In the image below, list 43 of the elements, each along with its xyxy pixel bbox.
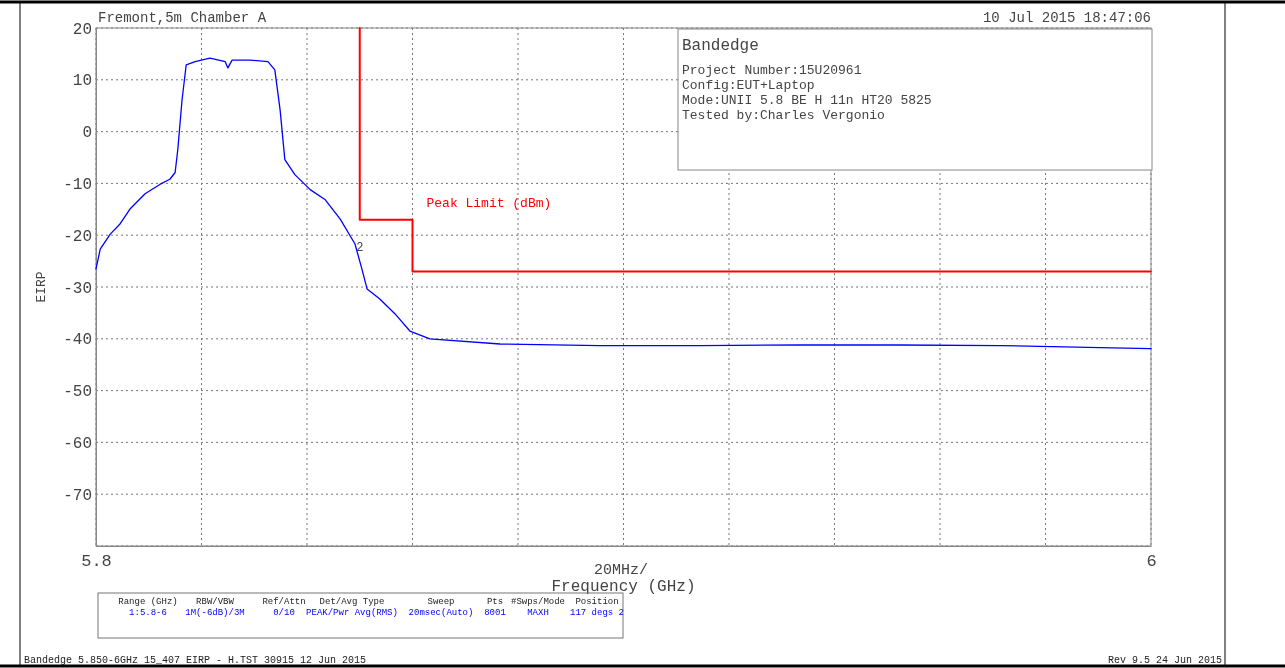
text: 1M(-6dB)/3M <box>185 608 245 618</box>
text: 117 degs 2 <box>569 608 625 618</box>
annotation: Config:EUT+Laptop <box>682 78 815 93</box>
text: 20msec(Auto) <box>408 608 474 618</box>
chart-title: Fremont,5m Chamber A <box>98 10 267 26</box>
annotation: 2 <box>356 240 364 255</box>
y-tick-label: -40 <box>63 331 92 350</box>
text: Rev 9.5 24 Jun 2015 <box>1107 655 1222 666</box>
text: Position <box>575 597 619 607</box>
text: Sweep <box>427 597 455 607</box>
text: MAXH <box>527 608 549 618</box>
series-label: Peak Limit (dBm) <box>426 195 552 211</box>
text: 10 Jul 2015 18:47:06 <box>982 10 1151 26</box>
text: Bandedge 5.850-6GHz 15_407 EIRP - H.TST 30915 12 Jun 2015 <box>24 655 367 666</box>
annotation: Project Number:15U20961 <box>682 63 862 78</box>
annotation: Bandedge <box>682 37 759 55</box>
text: Det/Avg Type <box>319 597 385 607</box>
text: RBW/VBW <box>196 597 235 607</box>
text: #Swps/Mode <box>510 597 566 607</box>
y-tick-label: -70 <box>63 486 92 505</box>
x-axis-title: Frequency (GHz) <box>551 578 696 596</box>
text: 1:5.8-6 <box>129 608 167 618</box>
text: PEAK/Pwr Avg(RMS) <box>306 608 398 618</box>
text: Range (GHz) <box>118 597 178 607</box>
text: Pts <box>486 597 504 607</box>
text: 8001 <box>484 608 506 618</box>
y-tick-label: -60 <box>63 435 92 454</box>
x-tick-label: 5.8 <box>81 552 112 572</box>
text: Ref/Attn <box>262 597 306 607</box>
y-tick-label: -50 <box>63 383 92 402</box>
y-tick-label: -10 <box>63 176 92 195</box>
text: 0/10 <box>273 608 295 618</box>
text: 20MHz/ <box>594 562 649 579</box>
y-axis-title: EIRP <box>34 271 49 303</box>
y-tick-label: 10 <box>72 72 92 91</box>
annotation: Mode:UNII 5.8 BE H 11n HT20 5825 <box>682 93 932 108</box>
y-tick-label: -30 <box>63 279 92 298</box>
annotation: Tested by:Charles Vergonio <box>682 108 885 123</box>
y-tick-label: -20 <box>63 227 92 246</box>
y-tick-label: 20 <box>72 20 92 39</box>
x-tick-label: 6 <box>1146 552 1157 572</box>
y-tick-label: 0 <box>82 124 92 143</box>
line-series <box>95 57 1152 350</box>
